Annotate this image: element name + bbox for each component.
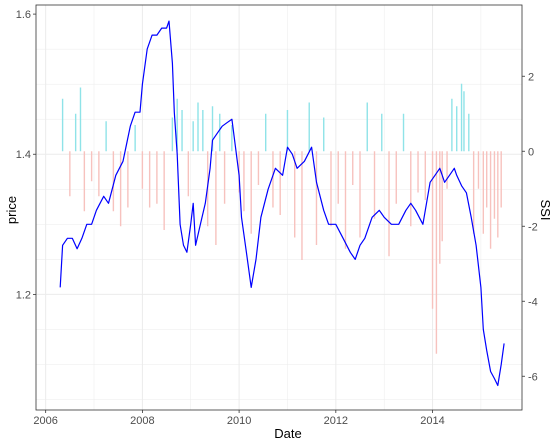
x-axis-title: Date <box>274 426 301 441</box>
x-tick-label: 2006 <box>33 415 57 427</box>
right-y-tick-label: -2 <box>528 221 538 233</box>
x-tick-label: 2012 <box>324 415 348 427</box>
right-y-axis: -6 -4 -2 0 2 <box>522 71 538 383</box>
x-axis: 2006 2008 2010 2012 2014 <box>33 410 445 427</box>
plot-panel-border <box>35 4 523 411</box>
grid-lines <box>36 5 522 410</box>
left-y-axis: 1.2 1.4 1.6 <box>16 9 36 301</box>
left-y-tick-label: 1.6 <box>16 9 31 21</box>
right-y-tick-label: -4 <box>528 296 538 308</box>
left-y-tick-label: 1.4 <box>16 149 31 161</box>
price-series <box>59 20 505 387</box>
price-line <box>59 20 505 387</box>
right-y-tick-label: 0 <box>528 146 534 158</box>
x-tick-label: 2008 <box>130 415 154 427</box>
right-y-axis-title: SSI <box>538 200 553 221</box>
x-tick-label: 2010 <box>227 415 251 427</box>
ssi-bars <box>61 83 502 354</box>
left-y-axis-title: price <box>4 196 19 224</box>
right-y-tick-label: 2 <box>528 71 534 83</box>
right-y-tick-label: -6 <box>528 371 538 383</box>
x-tick-label: 2014 <box>420 415 444 427</box>
left-y-tick-label: 1.2 <box>16 289 31 301</box>
